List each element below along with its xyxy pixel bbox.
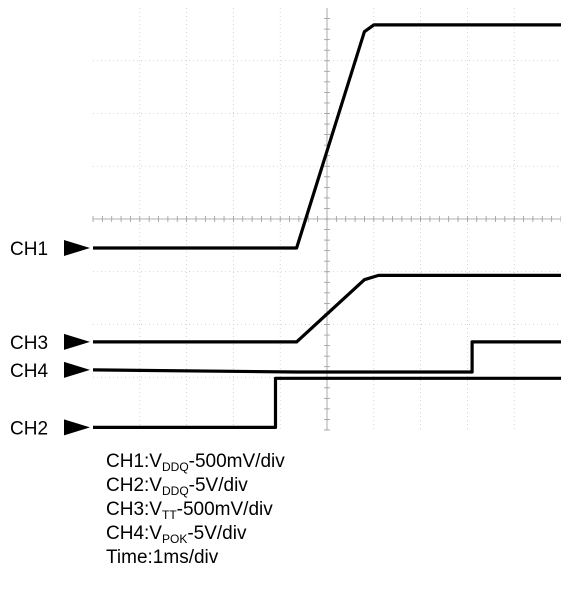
channel-arrow-icon xyxy=(64,362,90,378)
channel-arrow-icon xyxy=(64,240,90,256)
channel-marker-ch3: CH3 xyxy=(10,333,90,354)
legend-signal: V xyxy=(149,475,162,496)
legend-channel: CH2 xyxy=(106,475,144,496)
legend-signal-subscript: DDQ xyxy=(162,484,189,498)
legend-channel: CH4 xyxy=(106,523,144,544)
legend-signal-subscript: POK xyxy=(162,532,187,546)
legend-channel: CH1 xyxy=(106,451,144,472)
legend-scale: -500mV/div xyxy=(177,499,273,520)
channel-label: CH2 xyxy=(10,418,48,439)
legend-entry-ch4: CH4:VPOK-5V/div xyxy=(106,522,546,546)
channel-arrow-icon xyxy=(64,419,90,435)
legend-entry-ch2: CH2:VDDQ-5V/div xyxy=(106,474,546,498)
channel-marker-ch4: CH4 xyxy=(10,361,90,382)
legend-signal-subscript: DDQ xyxy=(162,460,189,474)
legend-channel: CH3 xyxy=(106,499,144,520)
legend-entry-ch1: CH1:VDDQ-500mV/div xyxy=(106,450,546,474)
oscilloscope-capture: CH1 CH3 CH4 CH2 xyxy=(0,0,561,450)
channel-label: CH3 xyxy=(10,333,48,354)
legend-signal-subscript: TT xyxy=(162,508,177,522)
legend-signal: V xyxy=(149,451,162,472)
channel-markers: CH1 CH3 CH4 CH2 xyxy=(10,239,90,439)
channel-marker-ch1: CH1 xyxy=(10,239,90,260)
legend-entry-ch3: CH3:VTT-500mV/div xyxy=(106,498,546,522)
scope-grid xyxy=(93,8,561,430)
channel-marker-ch2: CH2 xyxy=(10,418,90,439)
legend-scale: -5V/div xyxy=(189,475,248,496)
scope-legend: CH1:VDDQ-500mV/div CH2:VDDQ-5V/div CH3:VTT… xyxy=(106,450,546,570)
legend-signal: V xyxy=(149,523,162,544)
channel-label: CH1 xyxy=(10,239,48,260)
channel-arrow-icon xyxy=(64,334,90,350)
channel-label: CH4 xyxy=(10,361,48,382)
timebase-label: Time:1ms/div xyxy=(106,546,546,570)
legend-signal: V xyxy=(149,499,162,520)
legend-scale: -5V/div xyxy=(187,523,246,544)
legend-scale: -500mV/div xyxy=(189,451,285,472)
